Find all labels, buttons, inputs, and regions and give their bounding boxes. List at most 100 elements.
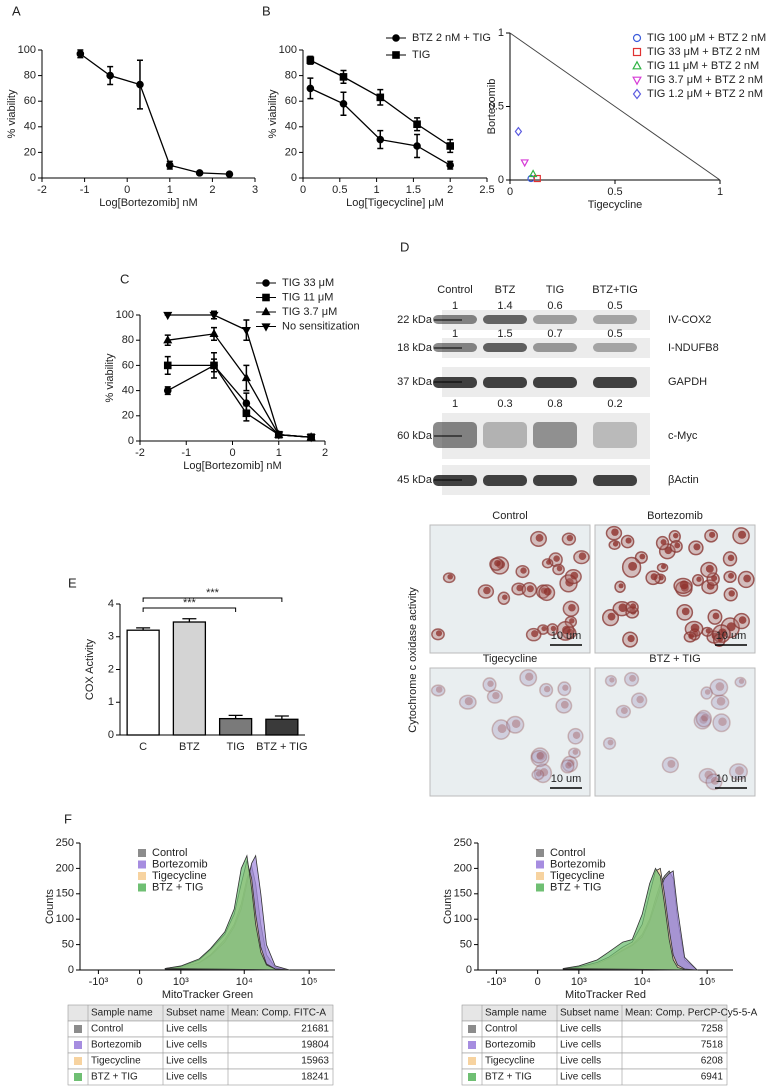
band-quantification: 1.4 bbox=[497, 300, 512, 312]
cell bbox=[710, 694, 730, 711]
cell-stain bbox=[526, 585, 534, 593]
cell-stain bbox=[531, 630, 539, 638]
cell bbox=[430, 684, 446, 697]
cell-stain bbox=[556, 565, 563, 572]
x-tick-label: 0.5 bbox=[607, 186, 622, 198]
cell-stain bbox=[553, 555, 560, 562]
cell-stain bbox=[536, 752, 544, 760]
sample-swatch bbox=[468, 1041, 476, 1049]
cell-stain bbox=[704, 770, 713, 780]
cell-stain bbox=[630, 603, 637, 610]
cell bbox=[734, 676, 747, 688]
y-tick-label: 100 bbox=[279, 44, 297, 56]
y-axis-label: COX Activity bbox=[84, 638, 96, 700]
x-tick-label: C bbox=[139, 741, 147, 753]
panel-letter: E bbox=[68, 575, 77, 590]
x-tick-label: 0 bbox=[300, 184, 306, 196]
y-tick-label: 100 bbox=[56, 913, 74, 925]
cell-stain bbox=[492, 691, 500, 700]
marker bbox=[274, 431, 284, 440]
cell-stain bbox=[673, 532, 679, 539]
size-marker: 22 kDa bbox=[397, 314, 433, 326]
cell-stain bbox=[565, 762, 572, 769]
y-tick-label: 60 bbox=[122, 359, 134, 371]
table-cell: 21681 bbox=[301, 1024, 329, 1035]
protein-label: GAPDH bbox=[668, 376, 707, 388]
marker bbox=[225, 170, 234, 178]
x-tick-label: 2 bbox=[447, 184, 453, 196]
table-header-cell: Subset name bbox=[560, 1008, 619, 1019]
blot-band bbox=[483, 422, 527, 448]
marker bbox=[242, 409, 251, 418]
x-axis-label: Tigecycline bbox=[588, 199, 643, 211]
y-tick-label: 0 bbox=[30, 172, 36, 184]
cell-stain bbox=[611, 528, 619, 536]
lane-label: Control bbox=[437, 284, 472, 296]
cell-stain bbox=[569, 618, 575, 624]
cell-stain bbox=[562, 625, 571, 635]
marker bbox=[376, 135, 385, 144]
cell bbox=[567, 747, 581, 759]
fit-line bbox=[167, 333, 312, 438]
legend-label: TIG 1.2 μM + BTZ 2 nM bbox=[647, 88, 763, 100]
y-tick-label: 250 bbox=[454, 837, 472, 849]
table-header-cell: Mean: Comp. PerCP-Cy5-5-A bbox=[625, 1008, 758, 1019]
band-quantification: 0.5 bbox=[607, 300, 622, 312]
cell-stain bbox=[718, 717, 727, 726]
blot-band bbox=[483, 377, 527, 388]
x-tick-label: -10³ bbox=[89, 976, 109, 988]
y-tick-label: 0 bbox=[498, 174, 504, 186]
x-tick-label: 1.5 bbox=[406, 184, 421, 196]
scale-bar-label: 10 um bbox=[551, 773, 582, 785]
cell-stain bbox=[572, 749, 579, 755]
fit-line bbox=[167, 314, 312, 438]
bar bbox=[218, 717, 253, 736]
cell-stain bbox=[572, 731, 581, 739]
histogram-area bbox=[562, 867, 698, 971]
marker bbox=[446, 161, 455, 170]
legend-label: TIG 33 μM bbox=[282, 277, 334, 289]
cell-stain bbox=[560, 700, 569, 709]
histogram-area bbox=[164, 854, 290, 971]
y-tick-label: 150 bbox=[56, 888, 74, 900]
x-tick-label: 10³ bbox=[173, 976, 189, 988]
legend-swatch bbox=[536, 860, 544, 869]
significance-label: *** bbox=[206, 587, 220, 599]
marker bbox=[446, 142, 455, 150]
legend-swatch bbox=[138, 860, 146, 869]
x-axis-label: MitoTracker Green bbox=[162, 989, 253, 1001]
cell-stain bbox=[679, 580, 689, 590]
marker bbox=[339, 99, 348, 108]
legend-label: No sensitization bbox=[282, 320, 360, 332]
y-axis-label: % viability bbox=[267, 89, 279, 138]
significance-bracket bbox=[142, 607, 237, 612]
blot-band bbox=[593, 422, 637, 448]
y-tick-label: 50 bbox=[62, 939, 74, 951]
bar bbox=[265, 718, 299, 736]
cell-stain bbox=[539, 768, 549, 777]
cell-stain bbox=[483, 586, 491, 595]
legend-swatch bbox=[536, 883, 544, 892]
legend-label: TIG 100 μM + BTZ 2 nM bbox=[647, 32, 766, 44]
scale-bar-label: 10 um bbox=[716, 773, 747, 785]
bar bbox=[126, 629, 160, 736]
panel-letter: B bbox=[262, 3, 271, 18]
y-axis-label: Counts bbox=[442, 889, 454, 924]
cell-stain bbox=[550, 625, 557, 632]
y-tick-label: 20 bbox=[285, 146, 297, 158]
lane-label: TIG bbox=[546, 284, 564, 296]
protein-label: c-Myc bbox=[668, 430, 698, 442]
marker bbox=[163, 311, 173, 321]
marker bbox=[376, 93, 385, 102]
sample-swatch bbox=[468, 1057, 476, 1065]
x-tick-label: -10³ bbox=[487, 976, 507, 988]
scale-bar-label: 10 um bbox=[716, 630, 747, 642]
cell-stain bbox=[578, 552, 587, 560]
lane-label: BTZ+TIG bbox=[592, 284, 638, 296]
panel-title: BTZ + TIG bbox=[649, 653, 700, 665]
marker bbox=[76, 50, 85, 58]
table-cell: Live cells bbox=[560, 1072, 601, 1083]
table-cell: Tigecycline bbox=[485, 1056, 535, 1067]
cell-stain bbox=[618, 603, 628, 612]
